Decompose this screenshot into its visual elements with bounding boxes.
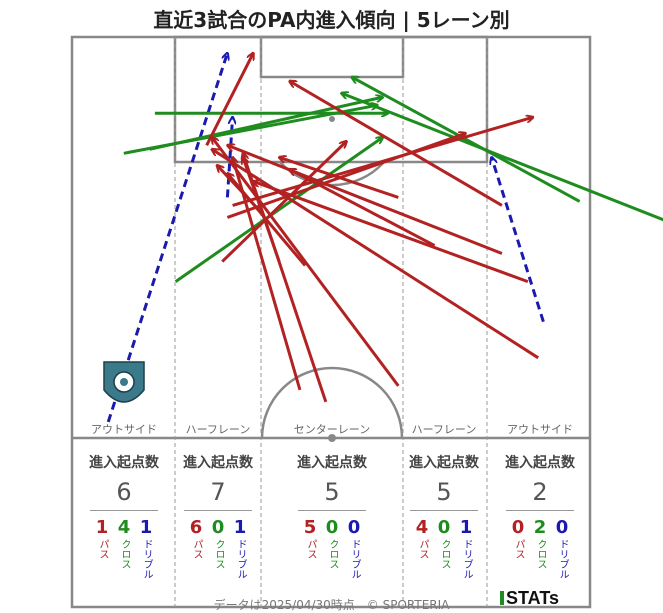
pass-arrow-22 — [290, 169, 436, 247]
dribble-label: ドリブル — [141, 539, 152, 579]
pass-arrow-19 — [253, 181, 529, 284]
page-title: 直近3試合のPA内進入傾向 | 5レーン別 — [153, 8, 510, 32]
stat-header: 進入起点数 — [183, 455, 253, 471]
stat-header: 進入起点数 — [89, 455, 159, 471]
pass-arrow-9 — [205, 53, 254, 146]
stat-total: 7 — [184, 478, 252, 511]
dribble-label: ドリブル — [349, 539, 360, 579]
dribble-label: ドリブル — [235, 539, 246, 579]
lane-label-halfspace-right: ハーフレーン — [411, 423, 477, 436]
footer-note: データは2025/04/30時点 © SPORTERIA — [213, 598, 450, 612]
dribble-label: ドリブル — [461, 539, 472, 579]
dribble-count: 1 — [459, 517, 473, 538]
cross-count: 4 — [117, 517, 131, 538]
dribble-count: 1 — [139, 517, 153, 538]
pass-arrow-20 — [227, 173, 307, 267]
lane-stats-center: 進入起点数 5 5 パス 0 クロス 0 ドリブル — [282, 452, 382, 579]
lane-stats-halfspace-left: 進入起点数 7 6 パス 0 クロス 1 ドリブル — [168, 452, 268, 579]
dribble-count: 0 — [347, 517, 361, 538]
lane-label-halfspace-left: ハーフレーン — [185, 423, 251, 436]
lane-stats-halfspace-right: 進入起点数 5 4 パス 0 クロス 1 ドリブル — [394, 452, 494, 579]
penalty-spot — [329, 116, 335, 122]
pass-arrow-12 — [212, 137, 400, 387]
cross-arrow-6 — [174, 137, 383, 283]
pass-count: 6 — [189, 517, 203, 538]
pass-arrow-14 — [233, 157, 302, 391]
stat-total: 2 — [506, 478, 574, 511]
lane-label-center: センターレーン — [293, 423, 371, 436]
dribble-label: ドリブル — [557, 539, 568, 579]
pass-arrow-16 — [221, 141, 346, 263]
cross-count: 0 — [437, 517, 451, 538]
lane-label-outside-right: アウトサイド — [507, 423, 573, 436]
center-spot — [328, 434, 336, 442]
entry-arrows — [106, 53, 663, 423]
stat-header: 進入起点数 — [297, 455, 367, 471]
stat-total: 5 — [410, 478, 478, 511]
pass-count: 0 — [511, 517, 525, 538]
stat-total: 5 — [298, 478, 366, 511]
lane-stats-outside-right: 進入起点数 2 0 パス 2 クロス 0 ドリブル — [490, 452, 590, 579]
cross-count: 0 — [211, 517, 225, 538]
pass-arrow-11 — [212, 149, 540, 360]
pass-label: パス — [305, 539, 316, 559]
pass-arrow-18 — [227, 145, 503, 255]
cross-arrow-5 — [149, 97, 383, 151]
pass-count: 5 — [303, 517, 317, 538]
stat-header: 進入起点数 — [505, 455, 575, 471]
cross-label: クロス — [439, 539, 450, 569]
cross-label: クロス — [327, 539, 338, 569]
stat-header: 進入起点数 — [409, 455, 479, 471]
brand-text: STATs — [506, 588, 559, 608]
cross-arrow-7 — [341, 93, 663, 222]
dribble-count: 0 — [555, 517, 569, 538]
lane-label-outside-left: アウトサイド — [91, 423, 157, 436]
lane-stats-outside-left: 進入起点数 6 1 パス 4 クロス 1 ドリブル — [74, 452, 174, 579]
stat-total: 6 — [90, 478, 158, 511]
pass-count: 1 — [95, 517, 109, 538]
cross-count: 0 — [325, 517, 339, 538]
pass-arrow-24 — [243, 157, 281, 263]
cross-label: クロス — [119, 539, 130, 569]
pass-arrow-10 — [290, 81, 503, 207]
pass-label: パス — [191, 539, 202, 559]
dribble-count: 1 — [233, 517, 247, 538]
pass-arrow-23 — [226, 133, 465, 219]
pass-label: パス — [417, 539, 428, 559]
brand-logo: STATs — [500, 588, 559, 609]
cross-count: 2 — [533, 517, 547, 538]
dribble-arrow-2 — [492, 157, 545, 323]
cross-label: クロス — [535, 539, 546, 569]
pass-count: 4 — [415, 517, 429, 538]
pass-label: パス — [97, 539, 108, 559]
pass-label: パス — [513, 539, 524, 559]
cross-label: クロス — [213, 539, 224, 569]
brand-icon — [500, 591, 504, 605]
team-crest-icon — [103, 361, 145, 403]
